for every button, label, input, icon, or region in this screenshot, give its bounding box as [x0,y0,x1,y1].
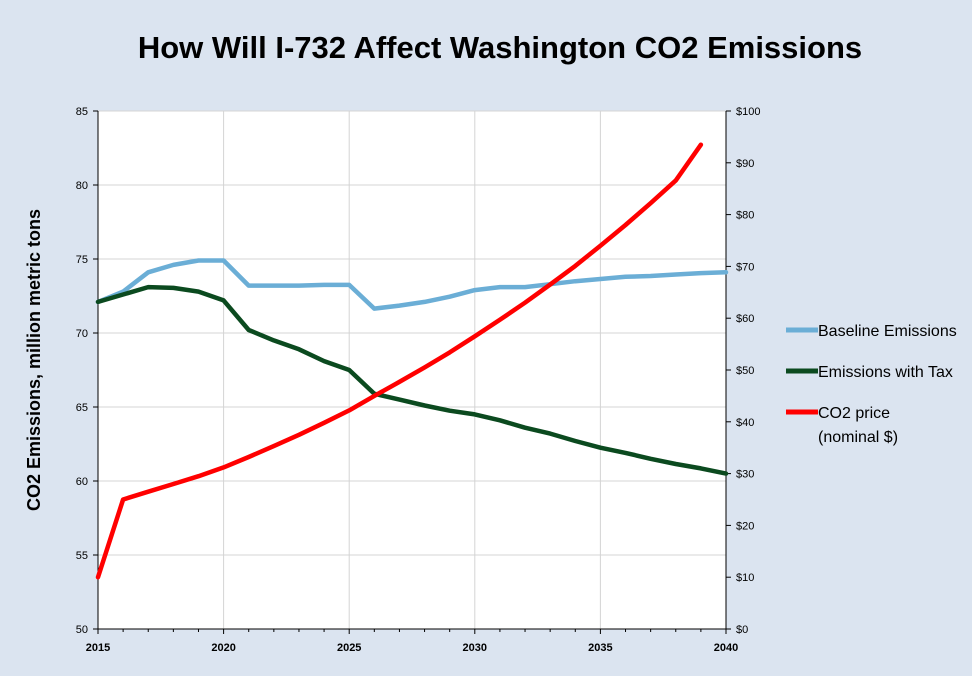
series-line-2 [95,284,729,476]
y2-tick-label: $20 [736,520,754,532]
x-tick-label: 2015 [86,642,110,654]
y2-tick-label: $30 [736,469,754,481]
legend-label: Baseline Emissions [818,323,957,340]
series-layer [95,142,729,580]
y-axis-label: CO2 Emissions, million metric tons [24,209,44,511]
chart-title: How Will I-732 Affect Washington CO2 Emi… [137,30,863,65]
series-line-3 [95,142,704,580]
y-tick-label: 55 [76,550,88,562]
y2-tick-label: $90 [736,158,754,170]
y-tick-label: 80 [76,180,88,192]
x-tick-label: 2020 [211,642,235,654]
y-tick-label: 50 [76,624,88,636]
x-tick-label: 2030 [463,642,487,654]
x-tick-label: 2035 [588,642,612,654]
gridlines [98,110,726,629]
y2-tick-label: $80 [736,210,754,222]
y2-tick-label: $100 [736,106,760,118]
y-tick-label: 75 [76,254,88,266]
y2-tick-label: $0 [736,624,748,636]
y2-tick-label: $40 [736,417,754,429]
legend-label: CO2 price (nominal $) [818,405,898,446]
y-tick-label: 85 [76,106,88,118]
y2-tick-label: $70 [736,261,754,273]
y-tick-label: 65 [76,402,88,414]
y2-tick-label: $10 [736,572,754,584]
y-tick-label: 60 [76,476,88,488]
series-line-1 [95,258,729,311]
y-tick-label: 70 [76,328,88,340]
x-tick-label: 2040 [714,642,738,654]
legend-label: Emissions with Tax [818,364,953,381]
plot-area [98,111,726,629]
y2-tick-label: $60 [736,313,754,325]
x-tick-label: 2025 [337,642,361,654]
axes: 50 55 60 65 70 75 80 85 $0 $10 $20 $30 $40 $50 $60 $70 $… [76,106,761,654]
legend: Baseline Emissions Emissions with Tax CO2 … [786,323,957,446]
y2-tick-label: $50 [736,365,754,377]
